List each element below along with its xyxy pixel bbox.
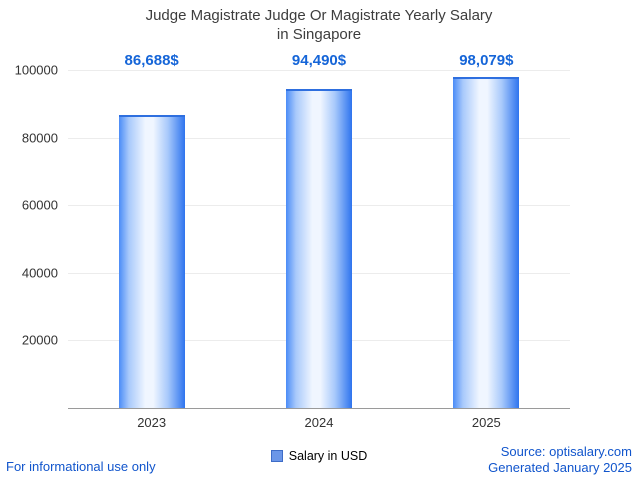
y-axis: 20000 40000 60000 80000 100000 xyxy=(0,63,62,408)
legend-label: Salary in USD xyxy=(288,449,368,463)
bar-2025 xyxy=(453,76,520,408)
value-label-2023: 86,688$ xyxy=(124,52,179,69)
source-block: Source: optisalary.com Generated January… xyxy=(488,444,632,476)
x-tick-label-2023: 2023 xyxy=(137,415,167,430)
x-tick-label-2024: 2024 xyxy=(304,415,334,430)
chart-title: Judge Magistrate Judge Or Magistrate Yea… xyxy=(0,6,638,44)
source-link[interactable]: Source: optisalary.com xyxy=(500,444,632,459)
chart-title-line1: Judge Magistrate Judge Or Magistrate Yea… xyxy=(145,7,493,24)
legend: Salary in USD xyxy=(0,449,638,463)
value-labels-row: 86,688$ 94,490$ 98,079$ xyxy=(68,52,570,70)
generated-text: Generated January 2025 xyxy=(488,460,632,475)
value-label-2024: 94,490$ xyxy=(291,52,347,69)
plot-area xyxy=(68,70,570,409)
gridline xyxy=(68,70,570,71)
chart-title-line2: in Singapore xyxy=(276,26,362,43)
y-tick-label: 80000 xyxy=(21,130,58,146)
y-tick-label: 40000 xyxy=(21,265,58,281)
legend-swatch-icon xyxy=(270,450,283,462)
y-tick-label: 60000 xyxy=(21,197,58,213)
bar-2024 xyxy=(286,88,352,408)
y-tick-label: 20000 xyxy=(21,332,58,348)
bar-2023 xyxy=(118,115,185,408)
value-label-2025: 98,079$ xyxy=(459,52,514,69)
x-axis: 2023 2024 2025 xyxy=(68,415,570,431)
x-tick-label-2025: 2025 xyxy=(471,415,501,430)
y-tick-label: 100000 xyxy=(14,62,58,78)
disclaimer-text: For informational use only xyxy=(6,459,156,474)
